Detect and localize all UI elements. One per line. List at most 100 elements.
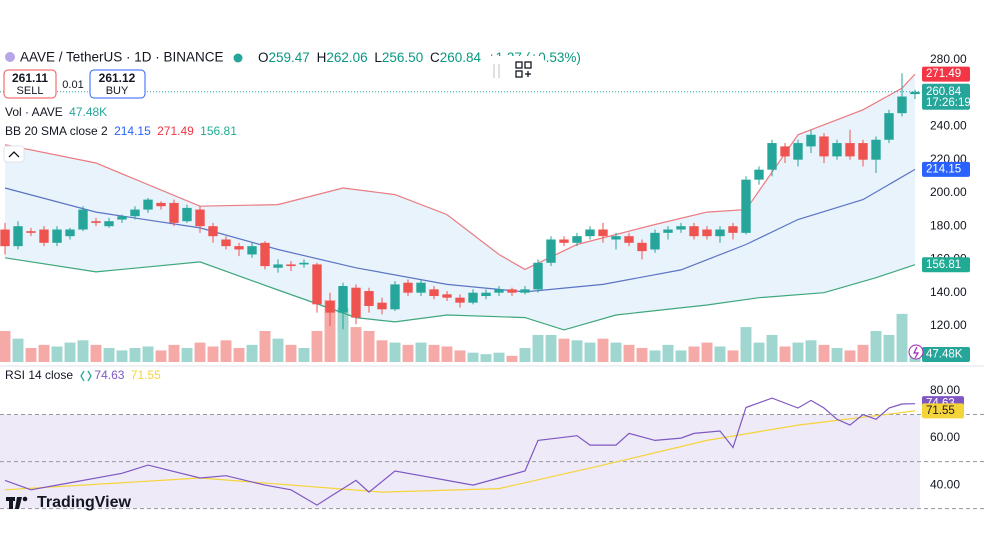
volume-bar	[493, 352, 505, 362]
candle-body	[611, 236, 621, 240]
volume-bar	[714, 346, 726, 362]
candle-body	[104, 221, 114, 227]
alert-bolt	[913, 346, 920, 359]
volume-bar	[779, 346, 791, 362]
candle-body	[403, 282, 413, 293]
volume-bar	[675, 350, 687, 362]
bb-basis-value: 214.15	[114, 124, 151, 138]
candle-body	[377, 302, 387, 310]
y-tick-label: 60.00	[930, 430, 960, 444]
volume-bar	[25, 347, 37, 362]
rsi-settings-icon[interactable]	[80, 370, 92, 382]
alert-icon[interactable]	[908, 344, 924, 360]
candle-body	[715, 229, 725, 237]
volume-bar	[467, 352, 479, 362]
volume-bar	[415, 342, 427, 362]
ohlc-key: C	[430, 50, 440, 65]
volume-bar	[506, 355, 518, 362]
candle-body	[767, 143, 777, 170]
candle-body	[312, 264, 322, 305]
y-tick-label: 240.00	[930, 119, 967, 133]
market-status	[233, 53, 243, 63]
y-tick-label: 180.00	[930, 218, 967, 232]
rsi-line	[4, 397, 916, 506]
y-tick-label: 120.00	[930, 318, 967, 332]
candle-body	[221, 239, 231, 247]
toolbar[interactable]	[486, 56, 544, 86]
volume-value: 47.48K	[69, 105, 107, 119]
candle-body	[533, 262, 543, 290]
volume-bar	[363, 331, 375, 362]
volume-legend: Vol · AAVE 47.48K	[5, 105, 107, 119]
candle-body	[299, 262, 309, 265]
candle-body	[0, 229, 10, 247]
bb-lower-value: 156.81	[200, 124, 237, 138]
candle-body	[598, 229, 608, 237]
volume-bar	[623, 344, 635, 362]
volume-bar	[805, 340, 817, 362]
collapse-button[interactable]	[3, 145, 25, 163]
price-tag	[922, 257, 970, 273]
candle-body	[273, 264, 283, 268]
candle-body	[845, 143, 855, 157]
buy-button[interactable]	[89, 69, 146, 99]
volume-bar	[662, 344, 674, 362]
volume-bar	[584, 342, 596, 362]
candle-body	[39, 229, 49, 243]
candle-body	[689, 226, 699, 237]
volume-bar	[532, 334, 544, 362]
ohlc-value: 260.84	[440, 50, 482, 65]
candle-body	[650, 232, 660, 250]
price-tag	[922, 161, 970, 177]
volume-bar	[428, 344, 440, 362]
volume-bar	[298, 347, 310, 362]
buy-price: 261.12	[99, 71, 136, 85]
candle-body	[468, 292, 478, 303]
volume-bar	[376, 340, 388, 362]
candle-body	[871, 139, 881, 160]
bb-line	[4, 257, 916, 331]
bb-name: BB 20 SMA close 2	[5, 124, 108, 138]
price-tag	[922, 66, 970, 82]
candle-body	[390, 284, 400, 310]
candle-body	[702, 229, 712, 237]
volume-bar	[597, 338, 609, 362]
candle-body	[455, 297, 465, 303]
volume-bar	[480, 354, 492, 362]
volume-bar	[870, 331, 882, 362]
candle-body	[793, 143, 803, 160]
rsi-band	[0, 414, 920, 509]
volume-tag-label: 47.48K	[926, 349, 963, 361]
volume-bar	[818, 344, 830, 362]
volume-bar	[649, 350, 661, 362]
y-tick-label: 280.00	[930, 52, 967, 66]
candle-body	[442, 294, 452, 298]
candle-body	[546, 239, 556, 263]
volume-bar	[753, 342, 765, 362]
volume-bar	[246, 344, 258, 362]
candle-body	[130, 209, 140, 217]
candle-body	[520, 289, 530, 293]
object-tree-icon[interactable]	[515, 61, 532, 78]
ohlc-value: 259.47	[269, 50, 310, 65]
volume-bar	[844, 350, 856, 362]
y-tick-label: 40.00	[930, 477, 960, 491]
volume-bar	[389, 342, 401, 362]
volume-bar	[64, 342, 76, 362]
volume-bar	[38, 344, 50, 362]
volume-bar	[571, 340, 583, 362]
y-tick-label: 80.00	[930, 383, 960, 397]
candle-body	[364, 291, 374, 306]
volume-bar	[259, 331, 271, 362]
plot-area	[0, 73, 984, 510]
volume-bar	[116, 350, 128, 362]
candle-body	[338, 286, 348, 313]
sell-button[interactable]	[3, 69, 57, 99]
candle-body	[117, 216, 127, 220]
bb-upper-value: 271.49	[157, 124, 194, 138]
symbol-logo	[5, 52, 15, 62]
bb-legend: BB 20 SMA close 2 214.15 271.49 156.81	[5, 124, 237, 138]
candle-body	[637, 242, 647, 252]
candle-body	[741, 179, 751, 233]
candle-body	[806, 134, 816, 147]
